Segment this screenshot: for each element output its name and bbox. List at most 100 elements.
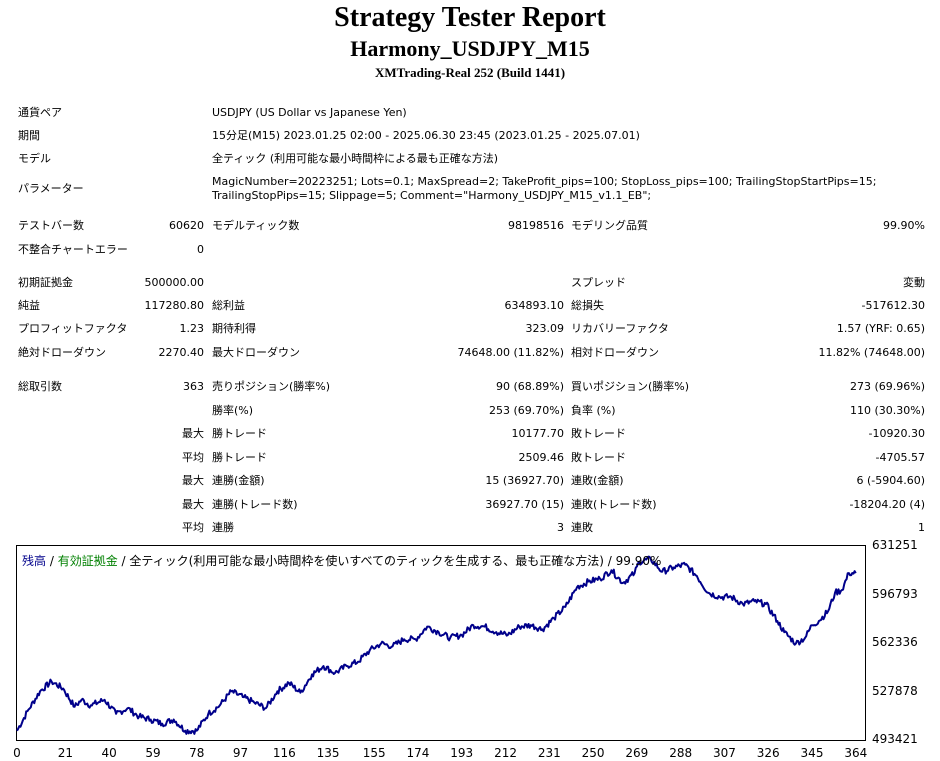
ticks-value: 98198516 (508, 219, 564, 232)
pair-value: USDJPY (US Dollar vs Japanese Yen) (212, 106, 407, 119)
x-tick-label: 174 (406, 746, 430, 760)
winrate-value: 253 (69.70%) (488, 404, 564, 417)
mismatch-label: 不整合チャートエラー (18, 243, 128, 256)
x-tick-label: 250 (581, 746, 605, 760)
x-tick-label: 116 (272, 746, 296, 760)
x-tick-label: 326 (756, 746, 780, 760)
max-win-label: 勝トレード (212, 427, 267, 440)
avg-prefix-1: 平均 (182, 451, 204, 464)
balance-chart-frame (16, 545, 866, 741)
gross-loss-label: 総損失 (571, 299, 604, 312)
y-tick-label: 596793 (872, 586, 918, 601)
x-tick-label: 135 (316, 746, 340, 760)
max-win-value: 10177.70 (511, 427, 565, 440)
x-tick-label: 212 (494, 746, 517, 760)
bars-value: 60620 (169, 219, 204, 232)
balance-line (16, 555, 857, 735)
x-tick-label: 97 (232, 746, 249, 760)
avg-cons-win-value: 3 (557, 521, 564, 534)
x-tick-label: 288 (669, 746, 693, 760)
y-tick-label: 562336 (872, 635, 918, 649)
legend-equity: 有効証拠金 (57, 554, 118, 568)
max-prefix-2: 最大 (182, 474, 204, 487)
max-dd-value: 74648.00 (11.82%) (457, 346, 564, 359)
mismatch-value: 0 (197, 243, 204, 256)
rel-dd-label: 相対ドローダウン (571, 346, 659, 359)
bars-label: テストバー数 (18, 219, 84, 232)
x-tick-label: 364 (844, 746, 868, 760)
gross-profit-label: 総利益 (212, 299, 245, 312)
pair-label: 通貨ペア (18, 106, 62, 119)
params-line-2: TrailingStopPips=15; Slippage=5; Comment… (212, 189, 652, 202)
long-value: 273 (69.96%) (849, 380, 925, 393)
long-label: 買いポジション(勝率%) (571, 380, 690, 393)
x-tick-label: 345 (800, 746, 824, 760)
x-tick-label: 155 (362, 746, 386, 760)
winrate-label: 勝率(%) (212, 404, 254, 417)
chart-legend: 残高 / 有効証拠金 / 全ティック(利用可能な最小時間枠を使いすべてのティック… (22, 552, 661, 569)
short-label: 売りポジション(勝率%) (212, 380, 331, 393)
report-title: Strategy Tester Report (334, 2, 606, 33)
cons-win-amt-value: 15 (36927.70) (485, 474, 564, 487)
cons-win-trd-label: 連勝(トレード数) (212, 498, 298, 511)
pf-label: プロフィットファクタ (18, 322, 128, 335)
avg-loss-label: 敗トレード (571, 451, 626, 464)
max-dd-label: 最大ドローダウン (212, 346, 300, 359)
expected-label: 期待利得 (212, 322, 256, 335)
y-tick-label: 493421 (872, 732, 918, 746)
cons-loss-trd-label: 連敗(トレード数) (571, 498, 657, 511)
x-tick-label: 307 (712, 746, 736, 760)
params-label: パラメーター (18, 182, 84, 195)
lossrate-value: 110 (30.30%) (849, 404, 925, 417)
avg-loss-value: -4705.57 (875, 451, 925, 464)
quality-label: モデリング品質 (571, 219, 648, 232)
max-prefix-1: 最大 (182, 427, 204, 440)
rel-dd-value: 11.82% (74648.00) (818, 346, 925, 359)
deposit-value: 500000.00 (144, 276, 205, 289)
model-label: モデル (18, 152, 51, 165)
gross-profit-value: 634893.10 (504, 299, 565, 312)
cons-loss-trd-value: -18204.20 (4) (849, 498, 925, 511)
x-tick-label: 40 (101, 746, 117, 760)
recovery-value: 1.57 (YRF: 0.65) (836, 322, 925, 335)
y-tick-label: 527878 (872, 683, 918, 698)
lossrate-label: 負率 (%) (571, 404, 616, 417)
recovery-label: リカバリーファクタ (571, 322, 669, 335)
net-label: 純益 (18, 299, 40, 312)
cons-loss-amt-value: 6 (-5904.60) (856, 474, 925, 487)
avg-win-label: 勝トレード (212, 451, 267, 464)
legend-rest: 全ティック(利用可能な最小時間枠を使いすべてのティックを生成する、最も正確な方法… (129, 554, 662, 568)
gross-loss-value: -517612.30 (861, 299, 925, 312)
max-loss-value: -10920.30 (868, 427, 925, 440)
x-tick-label: 0 (13, 746, 21, 760)
avg-cons-win-label: 連勝 (212, 521, 234, 534)
deposit-label: 初期証拠金 (18, 276, 73, 289)
trades-label: 総取引数 (18, 380, 62, 393)
avg-cons-loss-value: 1 (918, 521, 925, 534)
x-tick-label: 59 (145, 746, 161, 760)
server-build: XMTrading-Real 252 (Build 1441) (374, 65, 566, 80)
abs-dd-label: 絶対ドローダウン (18, 346, 106, 359)
x-tick-label: 21 (57, 746, 74, 760)
net-value: 117280.80 (144, 299, 205, 312)
params-line-1: MagicNumber=20223251; Lots=0.1; MaxSprea… (212, 175, 877, 188)
quality-value: 99.90% (883, 219, 925, 232)
legend-balance: 残高 (22, 554, 47, 568)
short-value: 90 (68.89%) (495, 380, 564, 393)
cons-loss-amt-label: 連敗(金額) (571, 474, 624, 487)
max-prefix-3: 最大 (182, 498, 204, 511)
spread-label: スプレッド (571, 276, 626, 289)
legend-sep-2: / (117, 554, 130, 568)
x-tick-label: 231 (537, 746, 561, 760)
expected-value: 323.09 (525, 322, 565, 335)
y-tick-label: 631251 (872, 538, 918, 552)
max-loss-label: 敗トレード (571, 427, 626, 440)
cons-win-amt-label: 連勝(金額) (212, 474, 265, 487)
x-tick-label: 269 (625, 746, 649, 760)
trades-value: 363 (183, 380, 204, 393)
spread-value: 変動 (903, 276, 925, 289)
legend-sep-1: / (46, 554, 58, 568)
avg-prefix-2: 平均 (182, 521, 204, 534)
x-tick-label: 78 (189, 746, 205, 760)
